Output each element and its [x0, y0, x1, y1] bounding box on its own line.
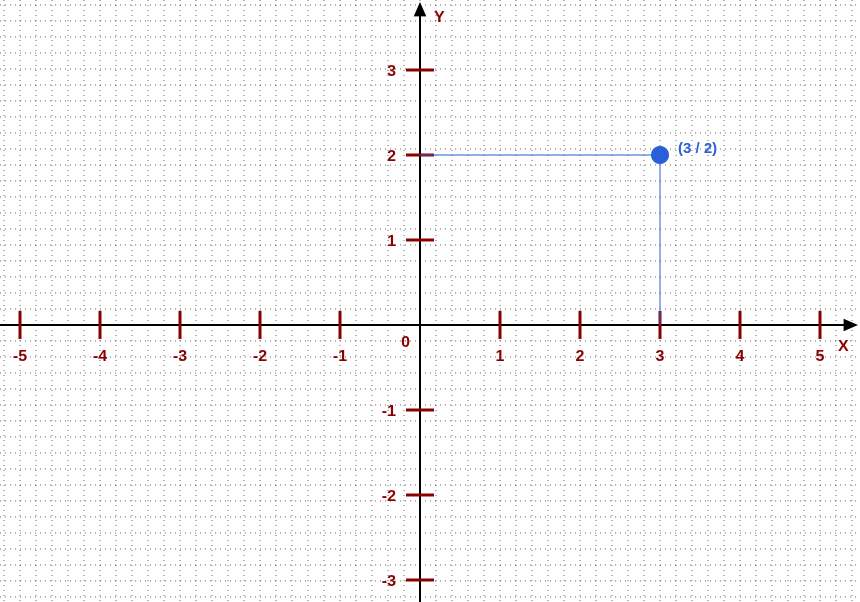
- x-tick-label: -5: [13, 348, 27, 365]
- chart-background: [0, 0, 860, 602]
- x-tick-label: -1: [333, 348, 347, 365]
- y-tick-label: 2: [387, 148, 396, 165]
- x-tick-label: -2: [253, 348, 267, 365]
- x-tick-label: 5: [816, 348, 825, 365]
- origin-label: 0: [401, 334, 410, 351]
- y-tick-label: 1: [387, 233, 396, 250]
- chart-svg: -5 -4 -3 -2 -1 1 2 3 4 5 -3 -2 -1 1 2 3 0 X Y (3 / 2): [0, 0, 860, 602]
- x-tick-label: 4: [736, 348, 745, 365]
- y-tick-label: 3: [387, 63, 396, 80]
- plotted-point: [651, 146, 669, 164]
- y-tick-label: -1: [382, 403, 396, 420]
- x-tick-label: 1: [496, 348, 505, 365]
- x-tick-label: -3: [173, 348, 187, 365]
- y-tick-label: -3: [382, 573, 396, 590]
- point-label: (3 / 2): [678, 140, 717, 157]
- coordinate-chart: -5 -4 -3 -2 -1 1 2 3 4 5 -3 -2 -1 1 2 3 0 X Y (3 / 2): [0, 0, 860, 602]
- y-axis-label: Y: [434, 9, 445, 26]
- x-axis-label: X: [838, 338, 849, 355]
- x-tick-label: 2: [576, 348, 585, 365]
- x-tick-label: 3: [656, 348, 665, 365]
- x-tick-label: -4: [93, 348, 107, 365]
- y-tick-label: -2: [382, 488, 396, 505]
